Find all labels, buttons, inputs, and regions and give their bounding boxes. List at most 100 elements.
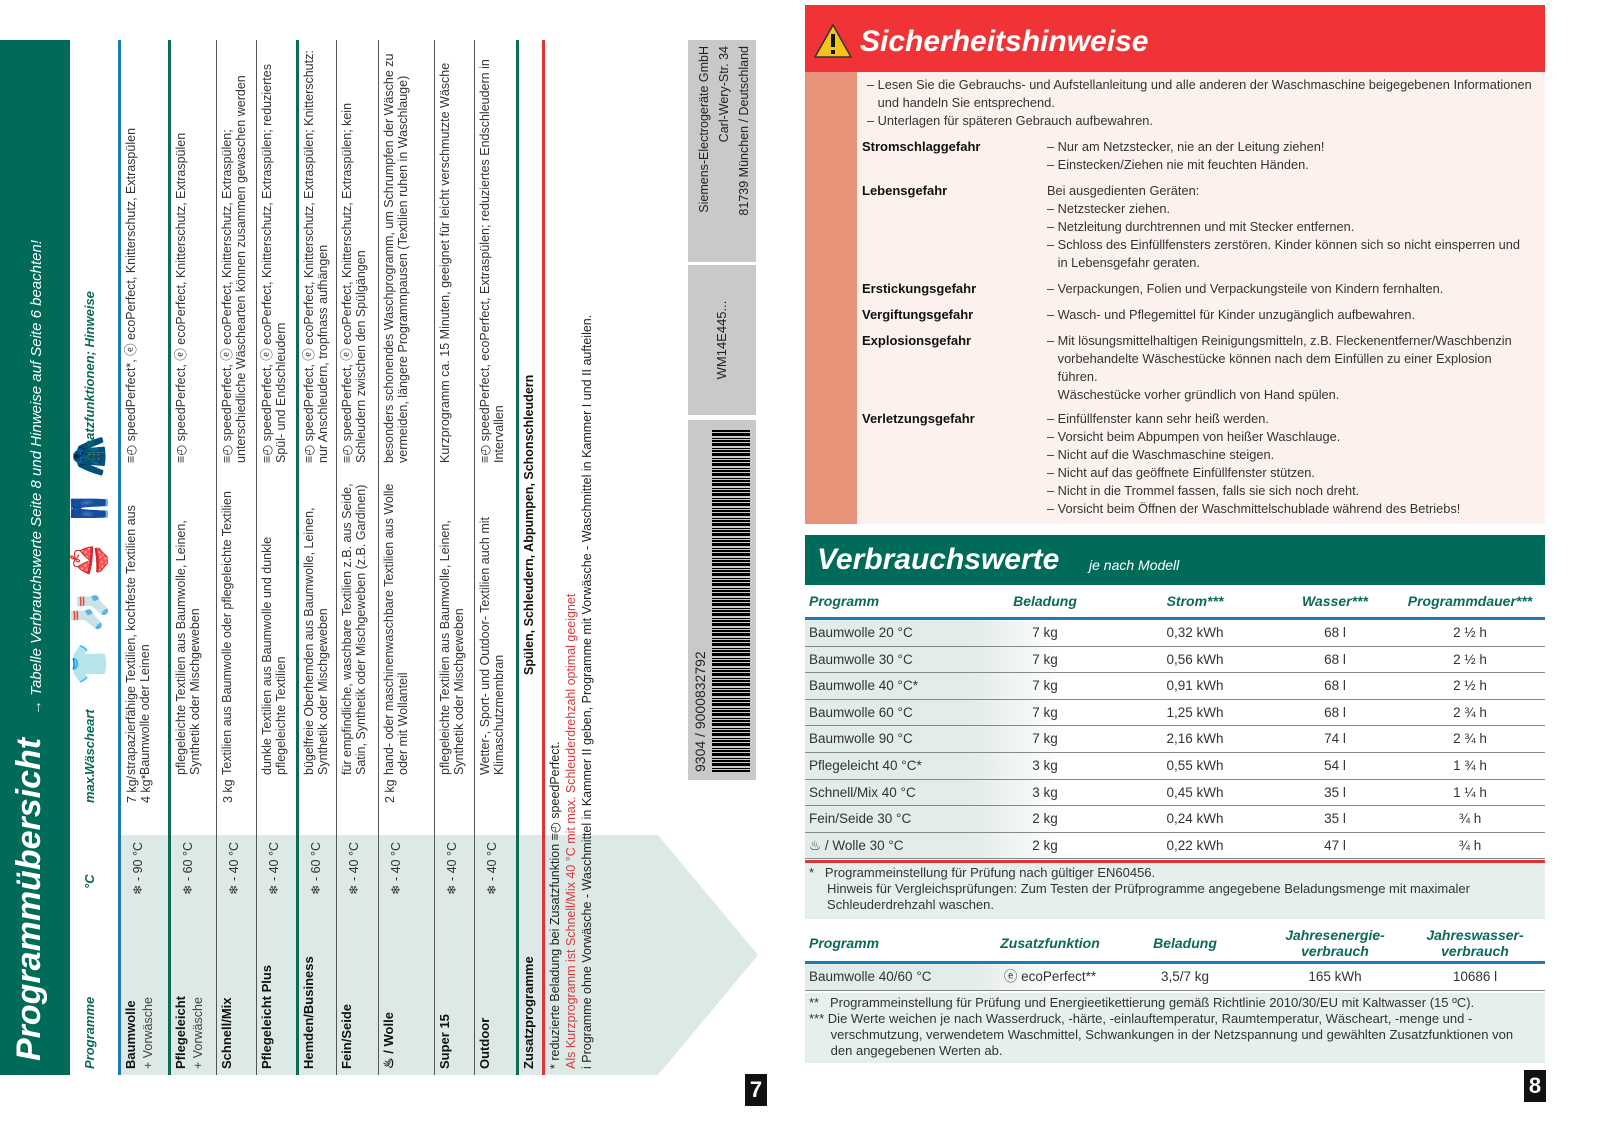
hazard-text: – Schloss des Einfüllfensters zerstören.… <box>1047 237 1521 252</box>
hazard-text: – Vorsicht beim Öffnen der Waschmittelsc… <box>1047 501 1461 516</box>
hazard-text: – Einfüllfenster kann sehr heiß werden. <box>1047 411 1269 426</box>
page-7: Programmübersicht → Tabelle Verbrauchswe… <box>0 40 790 1075</box>
safety-intro: – Lesen Sie die Gebrauchs- und Aufstella… <box>867 77 1532 92</box>
hazard-text: führen. <box>1047 369 1098 384</box>
page-subtitle: → Tabelle Verbrauchswerte Seite 8 und Hi… <box>28 239 45 715</box>
footnote: *** Die Werte weichen je nach Wasserdruc… <box>809 1011 1473 1026</box>
table2-header: Jahreswasser- verbrauch <box>1426 927 1524 959</box>
footnote: Schleuderdrehzahl waschen. <box>809 897 994 912</box>
barcode-number: 9304 / 9000832792 <box>692 651 708 772</box>
table-cell: 3,5/7 kg <box>1160 969 1210 984</box>
laundry-type: hand- oder maschinenwaschbare Textilien … <box>382 483 410 775</box>
additional-functions: ≡◴ speedPerfect, ⓔ ecoPerfect, Knittersc… <box>340 102 368 463</box>
table-cell: 10686 l <box>1452 969 1498 984</box>
table-row: Fein/Seide 30 °C 2 kg 0,24 kWh 35 l ¾ h <box>805 806 1545 833</box>
program-row: Baumwolle + Vorwäsche ❄ - 90 °C 7 kg/ 4 kg*… <box>118 40 168 1075</box>
program-name: Pflegeleicht <box>173 996 188 1069</box>
temperature-range: ❄ - 90 °C <box>131 842 145 895</box>
table2-header-line <box>805 961 1545 964</box>
hazard-text: – Nicht auf die Waschmaschine steigen. <box>1047 447 1275 462</box>
arrow-background <box>118 835 758 1075</box>
hazard-text: – Verpackungen, Folien und Verpackungste… <box>1047 281 1444 296</box>
table-cell: Schnell/Mix 40 °C <box>809 784 916 800</box>
table-cell: 68 l <box>1324 704 1346 720</box>
program-name: Schnell/Mix <box>219 997 234 1069</box>
hazard-text: Bei ausgedienten Geräten: <box>1047 183 1200 198</box>
temperature-range: ❄ - 40 °C <box>227 842 241 895</box>
table-cell: 1,25 kWh <box>1166 704 1224 720</box>
laundry-type: bügelfreie Oberhemden aus Baumwolle, Lei… <box>302 507 330 775</box>
footnote-box: * Programmeinstellung für Prüfung nach g… <box>805 863 1545 919</box>
additional-functions: ≡◴ speedPerfect, ⓔ ecoPerfect, Knittersc… <box>174 132 188 463</box>
program-name: Fein/Seide <box>339 1003 354 1069</box>
barcode-box: 9304 / 9000832792 <box>688 420 756 780</box>
table-cell: Baumwolle 40 °C* <box>809 678 918 694</box>
footnote: verschmutzung, verwendetem Waschmittel, … <box>809 1027 1514 1042</box>
table-cell: 7 kg <box>1032 651 1058 667</box>
safety-header: Sicherheitshinweise <box>805 5 1545 72</box>
header-temp: °C <box>82 874 97 889</box>
table-row: Baumwolle 40 °C* 7 kg 0,91 kWh 68 l 2 ½ h <box>805 673 1545 700</box>
red-divider <box>542 40 545 1075</box>
hazard-text: – Vorsicht beim Abpumpen von heißer Wasc… <box>1047 429 1341 444</box>
footnote: den angegebenen Werten ab. <box>809 1043 1003 1058</box>
table-cell: 2 ½ h <box>1453 651 1487 667</box>
additional-functions: ≡◴ speedPerfect*, ⓔ ecoPerfect, Knitters… <box>124 127 138 463</box>
hazard-label: Explosionsgefahr <box>862 333 972 348</box>
program-row: ♨ / Wolle ❄ - 40 °C 2 kg hand- oder maschin… <box>378 40 434 1075</box>
table2-header: Jahresenergie- verbrauch <box>1285 927 1385 959</box>
hazard-text: in Lebensgefahr geraten. <box>1047 255 1200 270</box>
program-row: Outdoor ❄ - 40 °C Wetter-, Sport- und Outd… <box>474 40 516 1075</box>
table-cell: 2 ¾ h <box>1453 704 1487 720</box>
program-row: Pflegeleicht Plus ❄ - 40 °C dunkle Textili… <box>256 40 296 1075</box>
table-cell: 7 kg <box>1032 678 1058 694</box>
model-number: WM14E445... <box>714 300 729 380</box>
table-cell: 68 l <box>1324 651 1346 667</box>
hazard-text: – Mit lösungsmittelhaltigen Reinigungsmi… <box>1047 333 1512 348</box>
temperature-range: ❄ - 60 °C <box>181 842 195 895</box>
hazard-label: Lebensgefahr <box>862 183 948 198</box>
table-row: Pflegeleicht 40 °C* 3 kg 0,55 kWh 54 l 1 ¾ h <box>805 753 1545 780</box>
laundry-type: pflegeleichte Textilien aus Baumwolle, L… <box>174 520 202 775</box>
table-cell: 54 l <box>1324 758 1346 773</box>
page-number-7: 7 <box>745 1074 767 1106</box>
program-name: Hemden/Business <box>301 956 316 1069</box>
additional-functions: ≡◴ speedPerfect, ⓔ ecoPerfect, Knittersc… <box>220 75 248 463</box>
table2-header: Programm <box>809 935 880 951</box>
table-cell: ♨ / Wolle 30 °C <box>809 837 904 853</box>
laundry-type: dunkle Textilien aus Baumwolle und dunkl… <box>260 536 288 775</box>
hazard-label: Verletzungsgefahr <box>862 411 975 426</box>
table-cell: 0,91 kWh <box>1166 678 1224 694</box>
hazard-text: – Einstecken/Ziehen nie mit feuchten Hän… <box>1047 157 1309 172</box>
table-cell: 2 ¾ h <box>1453 731 1487 747</box>
program-row: Fein/Seide ❄ - 40 °C für empfindliche, was… <box>336 40 378 1075</box>
table-cell: 0,24 kWh <box>1166 811 1224 827</box>
table-cell: 74 l <box>1324 731 1346 747</box>
program-row: Schnell/Mix ❄ - 40 °C 3 kg Textilien aus Ba… <box>216 40 256 1075</box>
laundry-type: Textilien aus Baumwolle oder pflegeleich… <box>220 491 234 775</box>
temperature-range: ❄ - 40 °C <box>389 842 403 895</box>
header-programme: Programme <box>82 996 97 1069</box>
table-row: Baumwolle 20 °C 7 kg 0,32 kWh 68 l 2 ½ h <box>805 620 1545 647</box>
table-cell: 68 l <box>1324 678 1346 694</box>
table-cell: 3 kg <box>1032 758 1058 773</box>
table-cell: 2 kg <box>1032 811 1058 827</box>
table-row: ♨ / Wolle 30 °C 2 kg 0,22 kWh 47 l ¾ h <box>805 832 1545 860</box>
red-divider <box>805 860 1545 863</box>
hazard-text: – Nicht in die Trommel fassen, falls sie… <box>1047 483 1360 498</box>
table-cell: Baumwolle 30 °C <box>809 651 913 667</box>
laundry-icons: 👕 🧦 👙 👖 🧥 <box>71 435 109 685</box>
safety-body: – Lesen Sie die Gebrauchs- und Aufstella… <box>857 72 1545 524</box>
additional-functions: Kurzprogramm ca. 15 Minuten, geeignet fü… <box>438 62 452 463</box>
program-name: Pflegeleicht Plus <box>259 964 274 1069</box>
table-cell: ¾ h <box>1458 811 1482 827</box>
table-cell: 3 kg <box>1032 784 1058 800</box>
header-zusatz: Zusatzfunktionen; Hinweise <box>82 291 97 463</box>
table-cell: 47 l <box>1324 837 1346 853</box>
header-waescheart: Wäscheart <box>82 709 97 775</box>
program-option: + Vorwäsche <box>191 997 205 1069</box>
table-cell: ⓔ ecoPerfect** <box>1003 969 1097 984</box>
address-line: Carl-Wery-Str. 34 <box>717 46 731 143</box>
footnote-box: ** Programmeinstellung für Prüfung und E… <box>805 993 1545 1063</box>
temperature-range: ❄ - 60 °C <box>309 842 323 895</box>
